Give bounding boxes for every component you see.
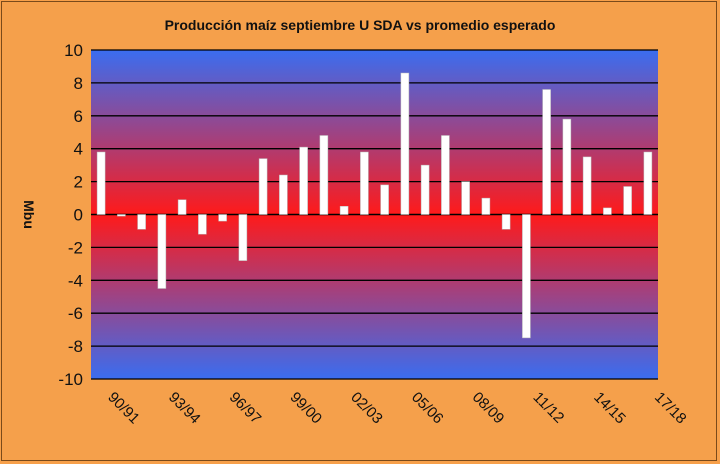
bar-15-16: [603, 207, 612, 215]
x-tick-label: 93/94: [165, 389, 204, 428]
x-tick-label: 96/97: [226, 389, 265, 428]
y-tick-label: 4: [74, 140, 83, 159]
x-tick-label: 05/06: [408, 389, 447, 428]
bar-93-94: [157, 214, 167, 289]
x-tick-label: 90/91: [104, 389, 143, 428]
x-tick-label: 17/18: [651, 389, 690, 428]
bar-97-98: [238, 214, 248, 261]
bar-94-95: [177, 199, 187, 215]
y-axis-label: Mbu: [21, 200, 37, 229]
y-tick-label: 2: [74, 173, 83, 192]
bar-96-97: [218, 214, 227, 222]
y-tick-label: -8: [68, 337, 83, 356]
bar-98-99: [258, 158, 268, 215]
bar-95-96: [198, 214, 207, 235]
x-axis-ticks: 90/91 93/94 96/97 99/00 02/03 05/06 08/09 11/12…: [104, 389, 689, 428]
y-tick-label: 8: [74, 74, 83, 93]
bar-07-08: [441, 135, 450, 215]
bar-12-13: [542, 89, 551, 215]
y-tick-label: -4: [68, 271, 83, 290]
x-tick-label: 11/12: [530, 389, 568, 427]
y-tick-label: 0: [74, 206, 83, 225]
bar-04-05: [380, 184, 389, 215]
gridlines: [91, 49, 658, 380]
bar-02-03: [339, 206, 349, 215]
bar-91-92: [117, 214, 126, 217]
bar-08-09: [461, 181, 470, 215]
x-tick-label: 08/09: [469, 389, 508, 428]
bar-16-17: [623, 186, 632, 215]
bar-01-02: [319, 135, 329, 215]
bar-05-06: [400, 72, 410, 215]
chart-title: Producción maíz septiembre U SDA vs prom…: [165, 17, 556, 33]
y-axis-ticks: 10 8 6 4 2 0 -2 -4 -6 -8 -10: [58, 41, 83, 389]
bar-17-18: [643, 151, 653, 215]
bar-92-93: [137, 214, 146, 230]
bar-11-12: [522, 214, 531, 339]
x-tick-label: 02/03: [347, 389, 386, 428]
bar-00-01: [299, 146, 308, 215]
bar-10-11: [501, 214, 511, 230]
bar-90-91: [96, 151, 106, 215]
bar-06-07: [420, 164, 430, 215]
y-tick-label: -10: [58, 370, 83, 389]
x-tick-label: 14/15: [590, 389, 629, 428]
y-tick-label: 10: [64, 41, 83, 60]
x-tick-label: 99/00: [287, 389, 326, 428]
bar-09-10: [481, 197, 491, 215]
bar-99-00: [279, 174, 288, 215]
y-tick-label: -6: [68, 304, 83, 323]
bar-14-15: [582, 156, 592, 215]
bars: [96, 72, 653, 339]
y-tick-label: -2: [68, 238, 83, 257]
y-tick-label: 6: [74, 107, 83, 126]
bar-13-14: [562, 118, 572, 215]
bar-03-04: [360, 151, 369, 215]
